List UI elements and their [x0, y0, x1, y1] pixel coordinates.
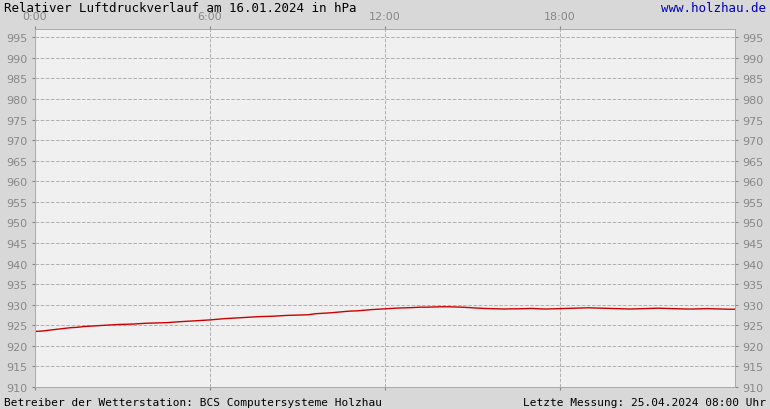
Text: Betreiber der Wetterstation: BCS Computersysteme Holzhau: Betreiber der Wetterstation: BCS Compute… [4, 397, 382, 407]
Text: Relativer Luftdruckverlauf am 16.01.2024 in hPa: Relativer Luftdruckverlauf am 16.01.2024… [4, 2, 357, 15]
Text: www.holzhau.de: www.holzhau.de [661, 2, 766, 15]
Text: Letzte Messung: 25.04.2024 08:00 Uhr: Letzte Messung: 25.04.2024 08:00 Uhr [523, 397, 766, 407]
